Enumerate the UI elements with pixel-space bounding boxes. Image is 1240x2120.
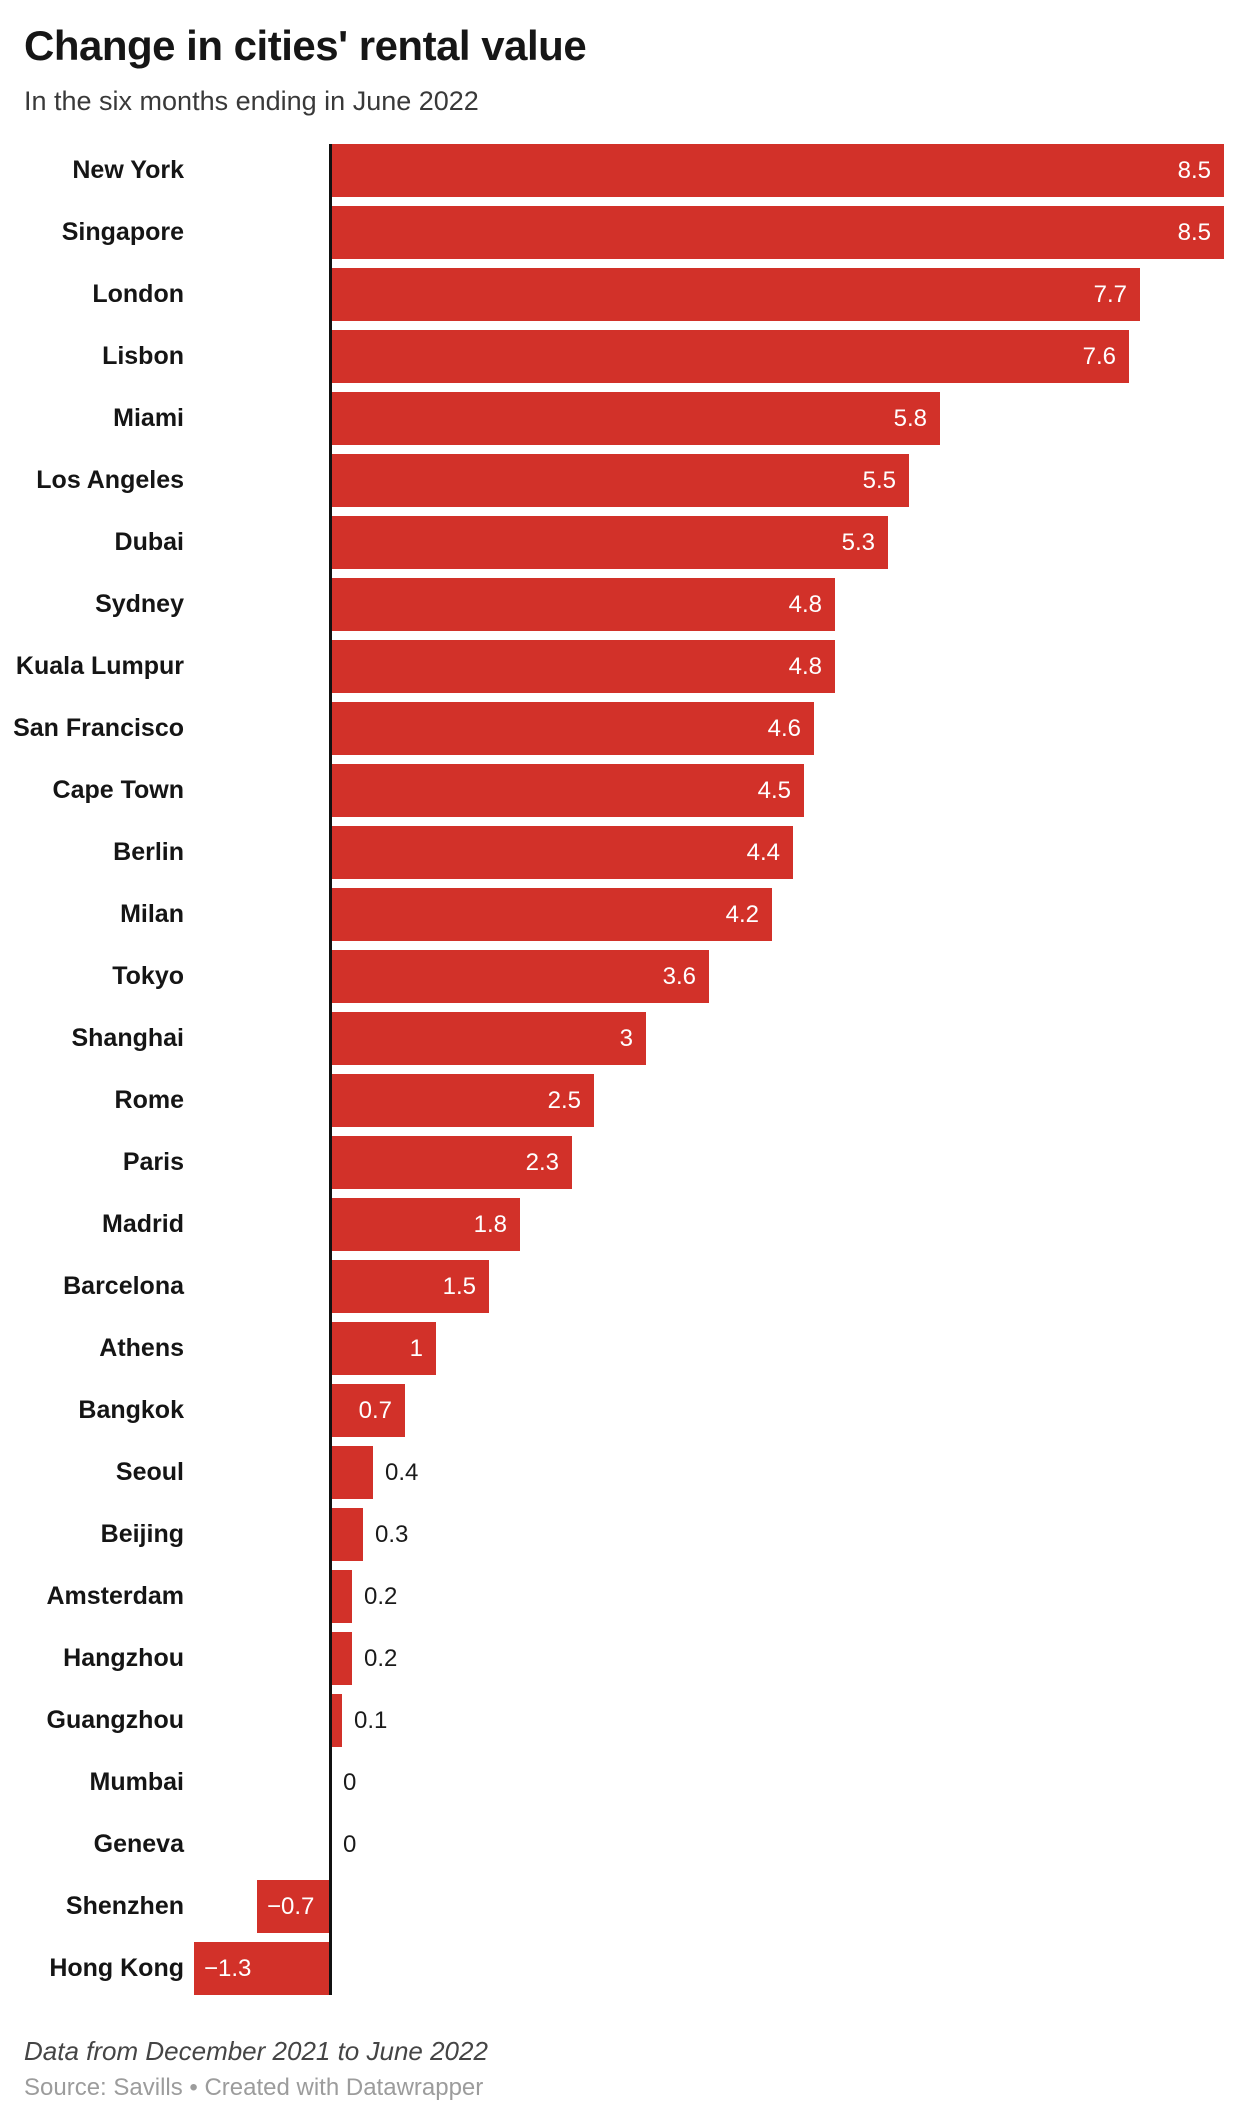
value-label: 7.7 [1093,281,1127,308]
category-label: Geneva [93,1830,184,1858]
category-label: Milan [120,900,184,928]
value-label: 4.8 [788,591,822,618]
value-label: 0.2 [364,1583,398,1610]
chart-header: Change in cities' rental value In the si… [0,22,1240,116]
category-label: Guangzhou [46,1706,184,1734]
value-label: 1.5 [442,1273,476,1300]
category-label: New York [72,156,184,184]
category-label: Cape Town [52,776,184,804]
category-label: Singapore [61,218,184,246]
bar: −0.7 [257,1880,331,1933]
footer-notes: Data from December 2021 to June 2022 [24,2036,488,2066]
category-label: Bangkok [78,1396,184,1424]
bar [331,1508,363,1561]
bar: 1 [331,1322,436,1375]
bar: 8.5 [331,206,1224,259]
bar: 2.3 [331,1136,572,1189]
value-label: 1 [409,1335,423,1362]
value-label: 4.8 [788,653,822,680]
value-label: 4.5 [757,777,791,804]
category-label: Sydney [95,590,184,618]
chart-subtitle: In the six months ending in June 2022 [24,86,479,116]
category-label: Madrid [102,1210,184,1238]
value-label: 1.8 [473,1211,507,1238]
value-label: 4.6 [767,715,801,742]
value-label: 4.4 [746,839,780,866]
category-label: Berlin [113,838,184,866]
bar: 4.2 [331,888,772,941]
value-label: 2.3 [525,1149,559,1176]
category-label: Amsterdam [46,1582,184,1610]
value-label: 7.6 [1082,343,1116,370]
bar: 1.5 [331,1260,489,1313]
category-label: Rome [114,1086,184,1114]
value-label: 0 [343,1831,357,1858]
category-label: Miami [113,404,184,432]
category-label: Dubai [114,528,184,556]
category-label: Tokyo [112,962,184,990]
category-label: Beijing [100,1520,184,1548]
bar: 5.3 [331,516,888,569]
bar: 4.8 [331,640,835,693]
value-label: 0 [343,1769,357,1796]
value-label: 8.5 [1177,157,1211,184]
value-label: 2.5 [547,1087,581,1114]
zero-axis-line [329,144,332,1995]
value-label: 0.2 [364,1645,398,1672]
bar [331,1694,342,1747]
value-label: 0.3 [375,1521,409,1548]
category-label: Kuala Lumpur [15,652,184,680]
bar: 5.8 [331,392,940,445]
category-label: Barcelona [63,1272,184,1300]
value-label: −0.7 [267,1893,315,1920]
category-label: Shanghai [71,1024,184,1052]
bar: 4.8 [331,578,835,631]
category-label: Hong Kong [49,1954,184,1982]
bar: 1.8 [331,1198,520,1251]
bar: 4.6 [331,702,814,755]
bar: 3.6 [331,950,709,1003]
bar: 8.5 [331,144,1224,197]
value-label: 0.4 [385,1459,419,1486]
value-label: 3 [619,1025,633,1052]
bar: 5.5 [331,454,909,507]
bar: 4.5 [331,764,804,817]
value-label: 0.7 [358,1397,392,1424]
category-label: Los Angeles [36,466,184,494]
category-label: Hangzhou [63,1644,184,1672]
value-label: 8.5 [1177,219,1211,246]
bar: 0.7 [331,1384,405,1437]
value-label: −1.3 [204,1955,252,1982]
category-label: Lisbon [102,342,184,370]
value-label: 3.6 [662,963,696,990]
value-label: 5.8 [893,405,927,432]
bar: −1.3 [194,1942,331,1995]
value-label: 4.2 [725,901,759,928]
bar: 3 [331,1012,646,1065]
chart-title: Change in cities' rental value [24,22,587,69]
bar: 7.7 [331,268,1140,321]
bar [331,1446,373,1499]
category-label: San Francisco [13,714,184,742]
bar: 2.5 [331,1074,594,1127]
category-label: Shenzhen [65,1892,184,1920]
bar [331,1632,352,1685]
bar [331,1570,352,1623]
chart-footer: Data from December 2021 to June 2022 Sou… [0,2036,1240,2102]
value-label: 5.5 [862,467,896,494]
category-label: Mumbai [89,1768,184,1796]
category-label: London [92,280,184,308]
value-label: 0.1 [354,1707,388,1734]
category-label: Paris [122,1148,184,1176]
bar-chart: New York 8.5 Singapore 8.5 London 7.7 Lisbon 7.… [0,144,1240,2004]
category-label: Athens [99,1334,184,1362]
footer-source: Source: Savills • Created with Datawrapp… [24,2074,484,2101]
category-label: Seoul [115,1458,184,1486]
bar: 7.6 [331,330,1129,383]
bar: 4.4 [331,826,793,879]
value-label: 5.3 [841,529,875,556]
